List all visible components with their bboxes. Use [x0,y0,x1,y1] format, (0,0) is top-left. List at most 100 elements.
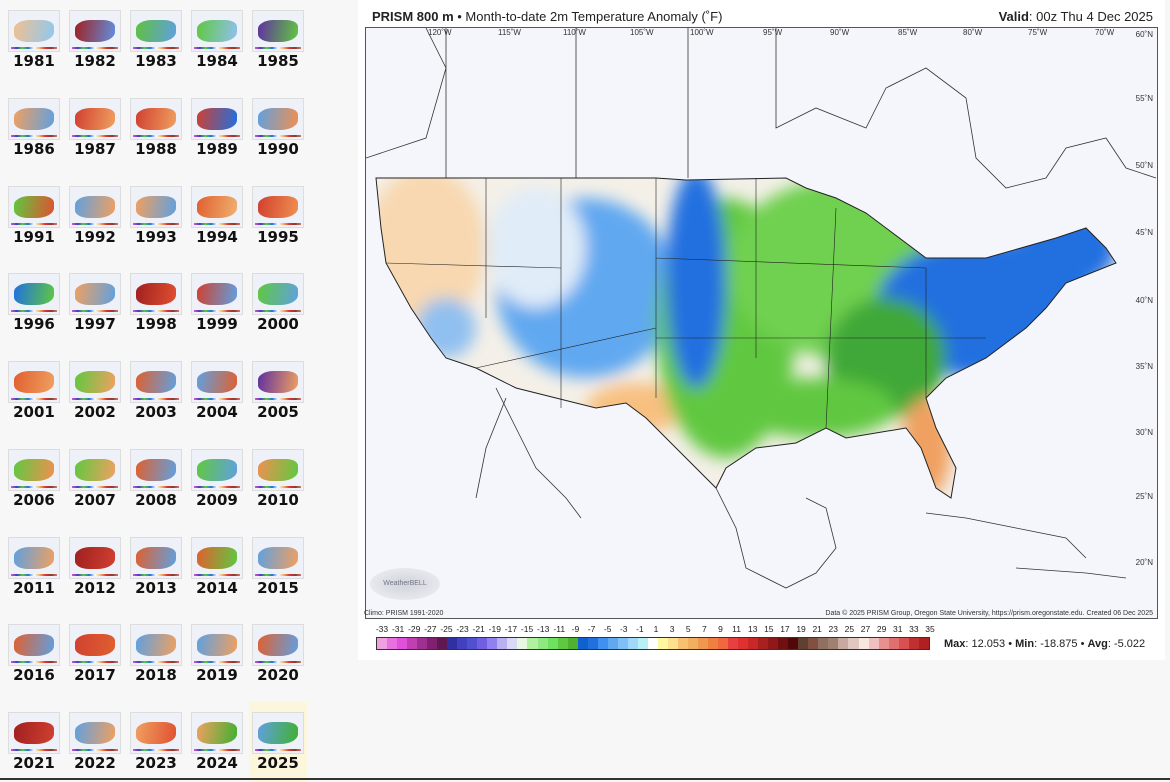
thumbnail-2005[interactable]: 2005 [249,351,307,431]
thumbnail-1987[interactable]: 1987 [66,88,124,168]
thumbnail-1996[interactable]: 1996 [5,263,63,343]
thumbnail-map-image [69,537,121,579]
colorbar-swatch [758,638,769,649]
lon-label: 105˚W [630,28,654,37]
thumbnail-2011[interactable]: 2011 [5,527,63,607]
thumbnail-2004[interactable]: 2004 [188,351,246,431]
thumbnail-anomaly [136,283,176,305]
thumbnail-year-label: 2015 [257,579,299,597]
thumbnail-2014[interactable]: 2014 [188,527,246,607]
avg-value: : -5.022 [1107,638,1146,650]
thumbnail-year-label: 2022 [74,754,116,772]
colorbar-swatch [808,638,819,649]
thumbnail-year-label: 1987 [74,140,116,158]
thumbnail-colorbar [72,574,118,576]
thumbnail-2012[interactable]: 2012 [66,527,124,607]
thumbnail-colorbar [11,574,57,576]
thumbnail-map-image [191,186,243,228]
thumbnail-1992[interactable]: 1992 [66,176,124,256]
thumbnail-year-label: 1984 [196,52,238,70]
thumbnail-2001[interactable]: 2001 [5,351,63,431]
thumbnail-anomaly [136,459,176,481]
thumbnail-1994[interactable]: 1994 [188,176,246,256]
thumbnail-2021[interactable]: 2021 [5,702,63,782]
colorbar-swatch [657,638,668,649]
thumbnail-1997[interactable]: 1997 [66,263,124,343]
thumbnail-1998[interactable]: 1998 [127,263,185,343]
thumbnail-2022[interactable]: 2022 [66,702,124,782]
colorbar-swatch [637,638,648,649]
thumbnail-2003[interactable]: 2003 [127,351,185,431]
thumbnail-1993[interactable]: 1993 [127,176,185,256]
lon-label: 95˚W [763,28,783,37]
thumbnail-colorbar [255,661,301,663]
thumbnail-anomaly [75,108,115,130]
colorbar-swatch [868,638,879,649]
thumbnail-1988[interactable]: 1988 [127,88,185,168]
thumbnail-2007[interactable]: 2007 [66,439,124,519]
year-thumbnail-grid: 1981 1982 1983 1984 1985 1986 1987 1988 1989 1990… [0,0,320,782]
thumbnail-2009[interactable]: 2009 [188,439,246,519]
thumbnail-colorbar [255,135,301,137]
thumbnail-colorbar [11,310,57,312]
thumbnail-anomaly [75,283,115,305]
colorbar-tick: 33 [909,624,919,634]
thumbnail-map-image [69,273,121,315]
thumbnail-1984[interactable]: 1984 [188,0,246,80]
colorbar-swatch [437,638,448,649]
weatherbell-logo: WeatherBELL [370,568,440,600]
thumbnail-1991[interactable]: 1991 [5,176,63,256]
thumbnail-map-image [252,186,304,228]
thumbnail-2020[interactable]: 2020 [249,614,307,694]
colorbar-swatch [457,638,468,649]
thumbnail-2013[interactable]: 2013 [127,527,185,607]
thumbnail-2023[interactable]: 2023 [127,702,185,782]
thumbnail-map-image [8,10,60,52]
thumbnail-anomaly [197,459,237,481]
lat-label: 60˚N [1135,30,1153,39]
thumbnail-map-image [8,624,60,666]
thumbnail-2006[interactable]: 2006 [5,439,63,519]
colorbar-swatch [698,638,709,649]
thumbnail-2018[interactable]: 2018 [127,614,185,694]
thumbnail-colorbar [194,486,240,488]
thumbnail-1986[interactable]: 1986 [5,88,63,168]
thumbnail-2015[interactable]: 2015 [249,527,307,607]
thumbnail-2002[interactable]: 2002 [66,351,124,431]
thumbnail-anomaly [197,20,237,42]
thumbnail-2017[interactable]: 2017 [66,614,124,694]
colorbar-tick: -9 [571,624,580,634]
thumbnail-year-label: 1995 [257,228,299,246]
thumbnail-anomaly [136,722,176,744]
thumbnail-2000[interactable]: 2000 [249,263,307,343]
thumbnail-anomaly [258,108,298,130]
thumbnail-map-image [69,449,121,491]
thumbnail-2008[interactable]: 2008 [127,439,185,519]
thumbnail-2019[interactable]: 2019 [188,614,246,694]
thumbnail-colorbar [11,749,57,751]
thumbnail-anomaly [136,196,176,218]
lat-label: 45˚N [1135,228,1153,237]
thumbnail-2016[interactable]: 2016 [5,614,63,694]
thumbnail-1981[interactable]: 1981 [5,0,63,80]
thumbnail-1995[interactable]: 1995 [249,176,307,256]
thumbnail-2024[interactable]: 2024 [188,702,246,782]
thumbnail-2025[interactable]: 2025 [249,702,307,782]
colorbar-tick: 19 [796,624,806,634]
thumbnail-1989[interactable]: 1989 [188,88,246,168]
thumbnail-colorbar [194,47,240,49]
thumbnail-year-label: 1986 [13,140,55,158]
thumbnail-1985[interactable]: 1985 [249,0,307,80]
thumbnail-1983[interactable]: 1983 [127,0,185,80]
thumbnail-1982[interactable]: 1982 [66,0,124,80]
thumbnail-1999[interactable]: 1999 [188,263,246,343]
thumbnail-anomaly [75,459,115,481]
colorbar-tick: -3 [619,624,628,634]
thumbnail-2010[interactable]: 2010 [249,439,307,519]
thumbnail-anomaly [14,634,54,656]
thumbnail-year-label: 1985 [257,52,299,70]
thumbnail-1990[interactable]: 1990 [249,88,307,168]
colorbar-tick: 23 [828,624,839,634]
thumbnail-colorbar [72,749,118,751]
thumbnail-anomaly [258,634,298,656]
